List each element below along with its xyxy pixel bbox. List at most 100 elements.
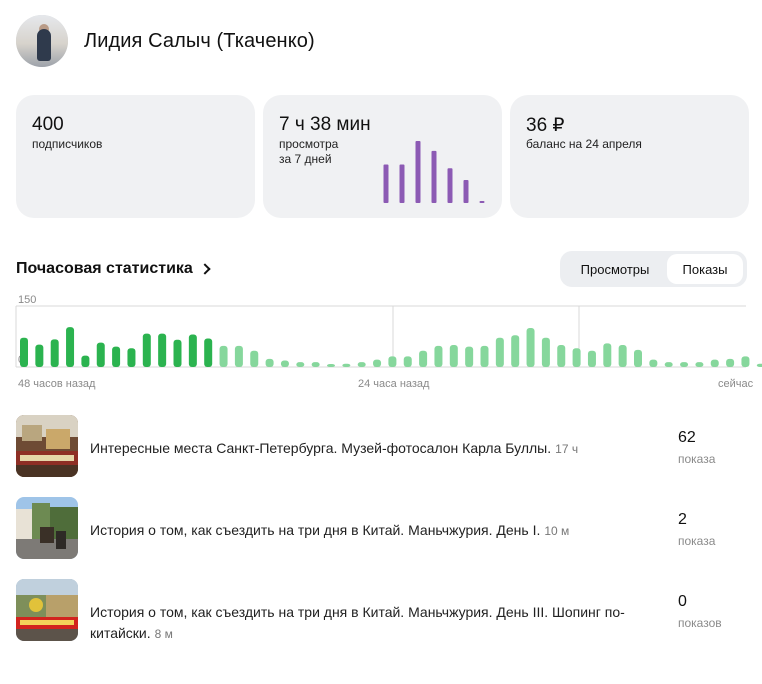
post-impressions-unit: показа <box>678 534 716 548</box>
post-age: 10 м <box>544 524 570 538</box>
hourly-bar <box>587 350 596 367</box>
avatar[interactable] <box>16 15 68 67</box>
hourly-bar <box>127 348 136 367</box>
hourly-bar <box>526 327 535 367</box>
metric-switch: Просмотры Показы <box>560 251 747 287</box>
chevron-right-icon <box>199 263 211 275</box>
post-impressions-unit: показа <box>678 452 716 466</box>
post-title: История о том, как съездить на три дня в… <box>90 522 541 538</box>
post-impressions-count: 0 <box>678 593 687 610</box>
hourly-bar <box>649 359 658 367</box>
hourly-bar <box>311 362 320 367</box>
post-title: Интересные места Санкт-Петербурга. Музей… <box>90 440 552 456</box>
hourly-bar <box>357 362 366 367</box>
post-item[interactable]: История о том, как съездить на три дня в… <box>16 577 746 659</box>
tab-views[interactable]: Просмотры <box>580 261 650 277</box>
post-impressions-unit: показов <box>678 616 722 630</box>
hourly-bar <box>572 348 581 367</box>
hourly-bar <box>342 363 351 367</box>
hourly-bar <box>20 337 28 367</box>
hourly-bar <box>710 359 719 367</box>
hourly-bar <box>695 362 704 367</box>
hourly-bar <box>142 333 151 367</box>
hourly-bar <box>465 346 474 367</box>
hourly-bar <box>219 345 228 367</box>
hourly-bar <box>403 356 412 367</box>
post-thumbnail[interactable] <box>16 497 78 559</box>
hourly-bar <box>449 345 458 367</box>
hourly-bar <box>618 345 627 367</box>
chart-bars <box>20 327 762 367</box>
hourly-bar <box>81 355 90 367</box>
hourly-bar <box>741 356 750 367</box>
hourly-bar <box>480 345 489 367</box>
hourly-bar <box>419 350 428 367</box>
hourly-bar <box>541 337 550 367</box>
watch-time-value: 7 ч 38 мин <box>279 114 371 135</box>
post-impressions-count: 62 <box>678 429 696 446</box>
y-axis-max-label: 150 <box>18 294 36 306</box>
followers-count: 400 <box>32 114 64 135</box>
post-age: 8 м <box>154 627 173 641</box>
watch-time-bar <box>399 164 405 203</box>
x-label-48h: 48 часов назад <box>18 378 96 390</box>
hourly-bar <box>756 363 762 367</box>
hourly-bar <box>50 339 59 367</box>
hourly-bar <box>434 345 443 367</box>
hourly-bar <box>66 327 75 367</box>
watch-time-bar <box>447 168 453 203</box>
watch-time-card[interactable]: 7 ч 38 мин просмотра за 7 дней <box>263 95 502 218</box>
watch-time-label-line2: за 7 дней <box>279 152 332 166</box>
hourly-bar <box>557 345 566 367</box>
hourly-bar <box>204 338 213 367</box>
hourly-bar <box>327 364 335 367</box>
balance-card[interactable]: 36 ₽ баланс на 24 апреля <box>510 95 749 218</box>
hourly-chart: 150 0 48 часов назад 24 часа назад сейча… <box>15 294 762 390</box>
followers-label: подписчиков <box>32 137 103 151</box>
profile-name[interactable]: Лидия Салыч (Ткаченко) <box>84 29 315 52</box>
watch-time-label: просмотра за 7 дней <box>279 137 338 167</box>
hourly-bar <box>296 362 305 367</box>
hourly-bar <box>511 335 520 367</box>
hourly-bar <box>35 344 44 367</box>
tab-impressions[interactable]: Показы <box>667 254 743 284</box>
post-age: 17 ч <box>555 442 579 456</box>
balance-label: баланс на 24 апреля <box>526 137 642 151</box>
post-title: История о том, как съездить на три дня в… <box>90 604 625 641</box>
hourly-bar <box>603 343 612 367</box>
post-thumbnail[interactable] <box>16 415 78 477</box>
watch-time-bar <box>463 180 469 203</box>
hourly-stats-title[interactable]: Почасовая статистика <box>16 260 211 278</box>
watch-time-bar <box>383 164 389 203</box>
watch-time-bar <box>415 141 421 203</box>
stats-cards: 400 подписчиков 7 ч 38 мин просмотра за … <box>16 95 749 218</box>
watch-time-bars <box>383 141 485 203</box>
hourly-bar <box>112 346 121 367</box>
hourly-bar <box>726 358 735 367</box>
x-label-24h: 24 часа назад <box>358 378 430 390</box>
watch-time-bar <box>479 201 485 203</box>
hourly-bar <box>265 358 274 367</box>
post-title-line[interactable]: История о том, как съездить на три дня в… <box>90 602 670 645</box>
hourly-bar <box>634 349 642 367</box>
hourly-bar <box>234 345 243 367</box>
hourly-bar <box>96 342 105 367</box>
watch-time-label-line1: просмотра <box>279 137 339 151</box>
profile-header: Лидия Салыч (Ткаченко) <box>16 15 315 67</box>
watch-time-bar <box>431 150 437 203</box>
hourly-stats-title-text: Почасовая статистика <box>16 260 193 277</box>
hourly-bar <box>280 360 289 367</box>
hourly-bar <box>158 333 167 367</box>
hourly-bar <box>495 337 504 367</box>
hourly-bar <box>373 359 382 367</box>
balance-value: 36 ₽ <box>526 115 565 136</box>
post-thumbnail[interactable] <box>16 579 78 641</box>
post-title-line[interactable]: Интересные места Санкт-Петербурга. Музей… <box>90 438 670 460</box>
followers-card[interactable]: 400 подписчиков <box>16 95 255 218</box>
followers-sparkline <box>16 95 255 218</box>
post-item[interactable]: Интересные места Санкт-Петербурга. Музей… <box>16 413 746 495</box>
post-item[interactable]: История о том, как съездить на три дня в… <box>16 495 746 577</box>
post-impressions-count: 2 <box>678 511 687 528</box>
hourly-bar <box>173 339 182 367</box>
post-title-line[interactable]: История о том, как съездить на три дня в… <box>90 520 670 542</box>
